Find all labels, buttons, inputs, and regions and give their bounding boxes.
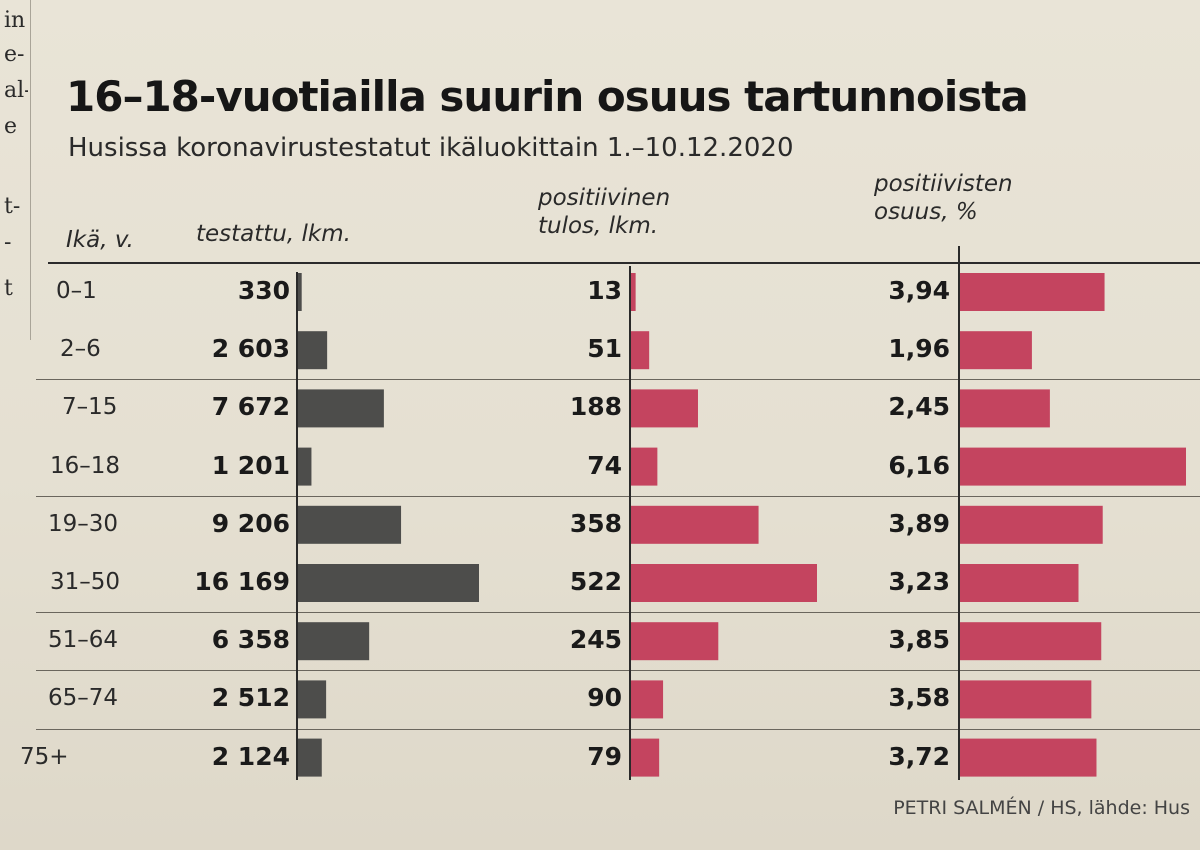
share-bar bbox=[960, 389, 1050, 428]
share-column-header: positiivisten osuus, % bbox=[874, 170, 1013, 226]
tested-bar bbox=[298, 389, 384, 428]
age-label: 31–50 bbox=[50, 569, 121, 595]
positive-bar bbox=[631, 447, 658, 486]
positive-value-label: 188 bbox=[569, 392, 622, 422]
adjacent-column-fragment: in e- al- e t- - t bbox=[0, 0, 31, 340]
share-value-label: 3,72 bbox=[888, 741, 950, 771]
tested-bar bbox=[298, 622, 370, 661]
margin-text: t bbox=[4, 276, 13, 301]
tested-value-label: 6 358 bbox=[211, 625, 290, 655]
share-value-label: 1,96 bbox=[888, 334, 950, 364]
positive-bar bbox=[631, 738, 660, 777]
source-credit: PETRI SALMÉN / HS, lähde: Hus bbox=[893, 797, 1190, 819]
margin-text: e- bbox=[4, 42, 25, 67]
positive-axis bbox=[629, 266, 631, 780]
age-label: 16–18 bbox=[50, 452, 121, 479]
share-bar bbox=[960, 447, 1186, 486]
age-label: 51–64 bbox=[48, 627, 119, 654]
tested-axis bbox=[296, 272, 298, 780]
positive-value-label: 522 bbox=[569, 567, 622, 596]
share-value-label: 3,23 bbox=[888, 567, 950, 596]
positive-bar bbox=[631, 680, 664, 719]
share-value-label: 2,45 bbox=[888, 392, 950, 422]
share-header-line-1: positiivisten bbox=[874, 171, 1013, 197]
positive-value-label: 358 bbox=[569, 508, 622, 538]
positive-value-label: 90 bbox=[587, 683, 622, 713]
margin-text: in bbox=[4, 8, 26, 33]
tested-bar bbox=[298, 564, 479, 602]
tested-value-label: 330 bbox=[237, 276, 290, 305]
tested-column-header: testattu, lkm. bbox=[196, 221, 351, 247]
margin-text: t- bbox=[4, 194, 21, 219]
margin-text: al- bbox=[4, 78, 28, 103]
share-value-label: 3,58 bbox=[888, 683, 950, 713]
tested-value-label: 2 603 bbox=[211, 334, 290, 364]
margin-text: e bbox=[4, 114, 18, 139]
age-column-header: Ikä, v. bbox=[66, 227, 134, 253]
tested-bar bbox=[298, 273, 302, 311]
chart-subtitle: Husissa koronavirustestatut ikäluokittai… bbox=[68, 133, 794, 163]
positive-bar bbox=[631, 389, 698, 428]
group-rule bbox=[36, 670, 1200, 672]
positive-bar bbox=[631, 331, 650, 370]
tested-bar bbox=[298, 447, 312, 486]
positive-header-line-1: positiivinen bbox=[538, 185, 671, 211]
positive-bar bbox=[631, 505, 759, 544]
share-bar bbox=[960, 738, 1097, 777]
age-label: 7–15 bbox=[62, 394, 118, 421]
positive-header-line-2: tulos, lkm. bbox=[538, 213, 659, 239]
positive-bar bbox=[631, 273, 636, 311]
tested-bar bbox=[298, 505, 402, 544]
tested-value-label: 1 201 bbox=[211, 450, 290, 480]
age-label: 65–74 bbox=[48, 685, 119, 712]
positive-value-label: 51 bbox=[587, 334, 622, 364]
share-bar bbox=[960, 505, 1103, 544]
share-axis bbox=[958, 246, 960, 780]
share-header-line-2: osuus, % bbox=[874, 199, 978, 225]
group-rule bbox=[36, 612, 1200, 614]
tested-value-label: 2 512 bbox=[211, 683, 290, 713]
share-value-label: 3,94 bbox=[888, 276, 950, 305]
share-bar bbox=[960, 273, 1105, 311]
positive-value-label: 74 bbox=[587, 450, 622, 480]
header-rule bbox=[48, 262, 1200, 264]
tested-value-label: 2 124 bbox=[211, 741, 290, 771]
age-label: 75+ bbox=[20, 743, 69, 770]
age-label: 19–30 bbox=[48, 510, 119, 537]
share-value-label: 6,16 bbox=[888, 450, 950, 480]
tested-value-label: 9 206 bbox=[211, 508, 290, 538]
share-bar bbox=[960, 564, 1079, 602]
chart-title: 16–18-vuotiailla suurin osuus tartunnois… bbox=[66, 72, 1029, 121]
group-rule bbox=[36, 728, 1200, 730]
positive-value-label: 13 bbox=[587, 276, 622, 305]
age-label: 2–6 bbox=[60, 336, 101, 363]
share-value-label: 3,89 bbox=[888, 508, 950, 538]
margin-text: - bbox=[4, 230, 12, 255]
share-bar bbox=[960, 622, 1102, 661]
positive-bar bbox=[631, 564, 817, 602]
group-rule bbox=[36, 495, 1200, 497]
share-bar bbox=[960, 331, 1032, 370]
share-value-label: 3,85 bbox=[888, 625, 950, 655]
positive-bar bbox=[631, 622, 719, 661]
positive-value-label: 245 bbox=[569, 625, 622, 655]
group-rule bbox=[36, 379, 1200, 381]
tested-bar bbox=[298, 331, 328, 370]
positive-column-header: positiivinen tulos, lkm. bbox=[538, 184, 670, 240]
tested-value-label: 7 672 bbox=[211, 392, 290, 422]
tested-bar bbox=[298, 738, 322, 777]
positive-value-label: 79 bbox=[587, 741, 622, 771]
age-label: 0–1 bbox=[56, 278, 97, 304]
tested-value-label: 16 169 bbox=[194, 567, 290, 596]
tested-bar bbox=[298, 680, 327, 719]
share-bar bbox=[960, 680, 1092, 719]
